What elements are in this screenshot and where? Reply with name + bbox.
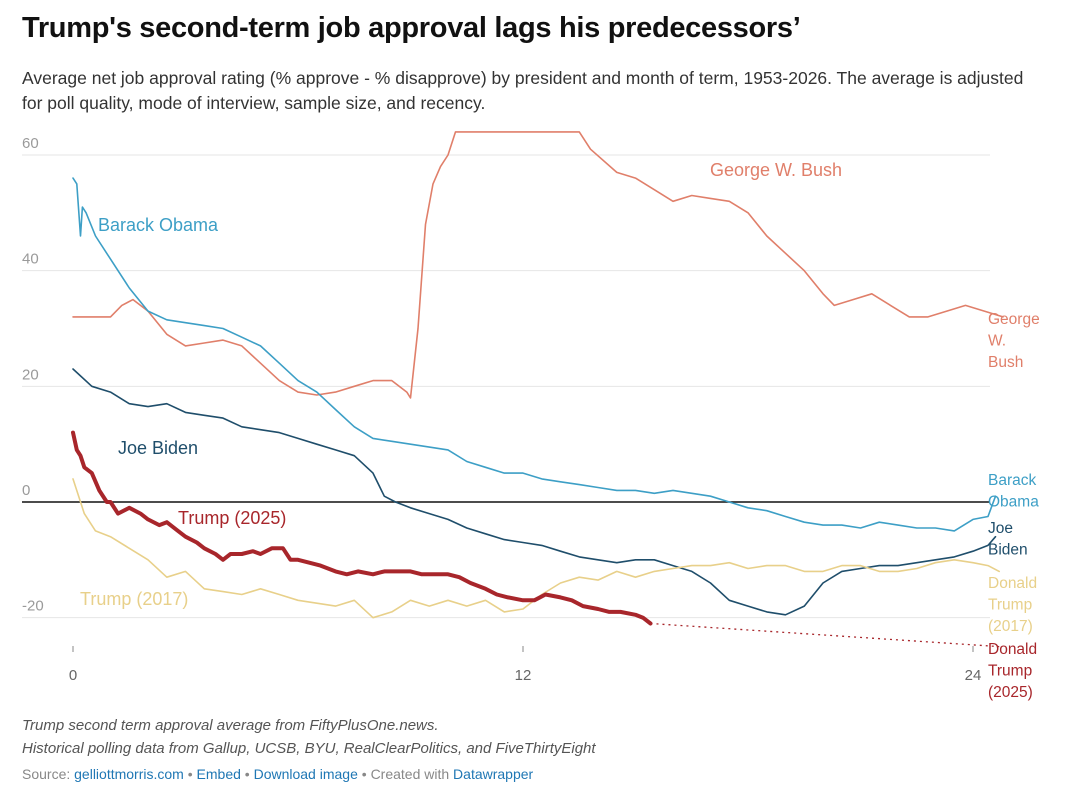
source-line: Source: gelliottmorris.com • Embed • Dow… (22, 766, 1022, 782)
end-label-donald-trump-2017: Donald Trump (2017) (988, 575, 1037, 635)
end-label-line: W. (988, 333, 1006, 350)
chart-title: Trump's second-term job approval lags hi… (22, 12, 801, 44)
chart-notes: Trump second term approval average from … (22, 714, 1022, 760)
y-tick-label: 60 (22, 135, 39, 152)
series-label-barack-obama: Barack Obama (98, 215, 219, 235)
created-with-text: Created with (370, 766, 454, 782)
series-lines (71, 131, 1004, 648)
series-label-donald-trump-2017: Trump (2017) (80, 589, 188, 609)
datawrapper-link[interactable]: Datawrapper (453, 766, 534, 782)
grid-lines (22, 154, 990, 619)
end-label-line: Donald (988, 575, 1037, 592)
source-separator: • (357, 766, 371, 782)
end-label-line: Obama (988, 494, 1039, 511)
end-label-line: (2025) (988, 684, 1033, 701)
series-line-barack-obama (72, 177, 997, 532)
series-line-donald-trump-2025 (71, 430, 653, 626)
chart-subtitle: Average net job approval rating (% appro… (22, 68, 1024, 113)
embed-link[interactable]: Embed (196, 766, 241, 782)
end-label-line: Joe (988, 520, 1013, 537)
download-image-link[interactable]: Download image (253, 766, 358, 782)
series-label-donald-trump-2025: Trump (2025) (178, 508, 286, 528)
end-label-line: Biden (988, 542, 1028, 559)
source-separator: • (240, 766, 254, 782)
note-line-2: Historical polling data from Gallup, UCS… (22, 740, 596, 757)
y-tick-labels: 60 40 20 0 -20 (22, 135, 44, 615)
x-tick-label: 12 (515, 667, 532, 684)
end-label-barack-obama: Barack Obama (988, 472, 1039, 511)
series-projection-donald-trump-2025 (650, 622, 1000, 648)
end-label-george-w-bush: George W. Bush (988, 311, 1040, 371)
series-line-joe-biden (72, 368, 997, 616)
source-prefix: Source: (22, 766, 75, 782)
end-label-line: (2017) (988, 618, 1033, 635)
x-tick-label: 24 (965, 667, 982, 684)
end-label-line: George (988, 311, 1040, 328)
x-tick-label: 0 (69, 667, 77, 684)
series-label-george-w-bush: George W. Bush (710, 160, 842, 180)
note-line-1: Trump second term approval average from … (22, 717, 439, 734)
series-line-george-w-bush (72, 131, 1004, 399)
source-separator: • (183, 766, 197, 782)
end-label-donald-trump-2025: Donald Trump (2025) (988, 641, 1037, 701)
end-label-line: Donald (988, 641, 1037, 658)
end-label-line: Barack (988, 472, 1036, 489)
series-label-joe-biden: Joe Biden (118, 438, 198, 458)
y-tick-label: 0 (22, 482, 30, 499)
x-tick-labels: 0 12 24 (69, 646, 982, 684)
end-label-line: Trump (988, 663, 1032, 680)
end-label-joe-biden: Joe Biden (988, 520, 1028, 559)
source-site-link[interactable]: gelliottmorris.com (74, 766, 184, 782)
series-line-donald-trump-2017 (72, 478, 1000, 619)
y-tick-label: 40 (22, 251, 39, 268)
y-tick-label: -20 (22, 598, 44, 615)
end-label-line: Bush (988, 354, 1023, 371)
end-label-line: Trump (988, 597, 1032, 614)
y-tick-label: 20 (22, 366, 39, 383)
